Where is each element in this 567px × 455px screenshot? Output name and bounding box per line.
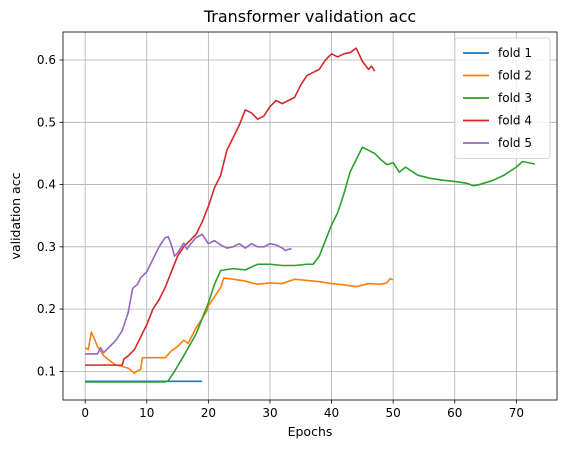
y-tick-label: 0.3 [37, 240, 56, 254]
x-tick-label: 60 [447, 406, 462, 420]
y-axis-ticks: 0.1 0.2 0.3 0.4 0.5 0.6 [37, 53, 63, 378]
x-tick-label: 0 [81, 406, 89, 420]
legend-label: fold 5 [498, 136, 532, 150]
x-tick-label: 50 [386, 406, 401, 420]
y-tick-label: 0.5 [37, 115, 56, 129]
legend-label: fold 2 [498, 69, 532, 83]
x-axis-label: Epochs [288, 424, 333, 439]
series-line-fold-4 [85, 47, 376, 366]
legend-box [454, 37, 551, 159]
x-tick-label: 10 [139, 406, 154, 420]
y-axis-label: validation acc [8, 172, 23, 259]
y-tick-label: 0.2 [37, 302, 56, 316]
x-tick-label: 30 [262, 406, 277, 420]
x-tick-label: 20 [201, 406, 216, 420]
y-tick-label: 0.4 [37, 178, 56, 192]
x-tick-label: 40 [324, 406, 339, 420]
legend: fold 1 fold 2 fold 3 fold 4 fold 5 [454, 37, 551, 159]
y-tick-label: 0.6 [37, 53, 56, 67]
series-line-fold-5 [85, 233, 292, 355]
legend-label: fold 3 [498, 91, 532, 105]
series-lines [84, 47, 535, 383]
legend-label: fold 4 [498, 114, 532, 128]
x-tick-label: 70 [509, 406, 524, 420]
y-tick-label: 0.1 [37, 364, 56, 378]
series-line-fold-3 [85, 146, 535, 383]
chart-title: Transformer validation acc [203, 7, 416, 26]
x-axis-ticks: 0 10 20 30 40 50 60 70 [81, 400, 524, 420]
legend-label: fold 1 [498, 46, 532, 60]
plot-frame [62, 31, 558, 401]
